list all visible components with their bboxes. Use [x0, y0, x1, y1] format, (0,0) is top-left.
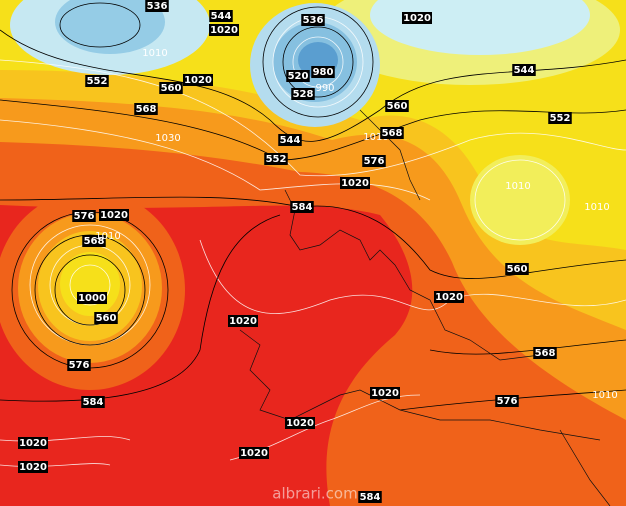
contour-label: 1020 — [371, 388, 399, 399]
contour-label: 1020 — [286, 418, 314, 429]
contour-label: 552 — [266, 154, 287, 165]
contour-label: 990 — [315, 83, 334, 94]
label-box — [134, 103, 158, 115]
label-box — [340, 177, 370, 189]
contour-label: 552 — [87, 76, 108, 87]
contour-label: 1010 — [142, 48, 167, 59]
contour-label: 520 — [288, 71, 309, 82]
contour-label: 1020 — [240, 448, 268, 459]
contour-label: 568 — [535, 348, 556, 359]
contour-label: 1020 — [341, 178, 369, 189]
contour-label: 536 — [303, 15, 324, 26]
label-box — [385, 100, 409, 112]
label-box — [505, 263, 529, 275]
label-box — [512, 64, 536, 76]
label-box — [145, 0, 169, 12]
contour-label: 544 — [211, 11, 232, 22]
label-box — [239, 447, 269, 459]
label-box — [183, 74, 213, 86]
contour-label: 560 — [387, 101, 408, 112]
contour-label: 552 — [550, 113, 571, 124]
contour-label: 1020 — [229, 316, 257, 327]
contour-label: 536 — [147, 1, 168, 12]
label-box — [380, 127, 404, 139]
label-box — [264, 153, 288, 165]
low-nw-core — [55, 0, 165, 54]
contour-label: 560 — [161, 83, 182, 94]
label-box — [94, 312, 118, 324]
label-box — [159, 82, 183, 94]
label-box — [285, 417, 315, 429]
label-box — [286, 70, 310, 82]
label-box — [77, 292, 107, 304]
label-box — [291, 88, 315, 100]
contour-label: 576 — [69, 360, 90, 371]
label-box — [99, 209, 129, 221]
contour-label: 1020 — [19, 462, 47, 473]
contour-label: 1000 — [78, 293, 106, 304]
label-box — [548, 112, 572, 124]
contour-label: 1010 — [95, 231, 120, 242]
contour-label: 1020 — [19, 438, 47, 449]
contour-label: 544 — [280, 135, 301, 146]
contour-label: 1010 — [584, 202, 609, 213]
label-box — [290, 201, 314, 213]
contour-label: 576 — [364, 156, 385, 167]
label-box — [72, 210, 96, 222]
label-box — [67, 359, 91, 371]
label-box — [362, 155, 386, 167]
label-box — [81, 396, 105, 408]
contour-label: 568 — [382, 128, 403, 139]
label-box — [533, 347, 557, 359]
coastlines — [239, 109, 611, 506]
label-box — [209, 24, 239, 36]
contour-label: 560 — [507, 264, 528, 275]
label-box — [85, 75, 109, 87]
label-box — [358, 491, 382, 503]
contour-label: 576 — [497, 396, 518, 407]
label-box — [434, 291, 464, 303]
contour-label: 584 — [292, 202, 313, 213]
contour-label: 584 — [83, 397, 104, 408]
contour-label: 576 — [74, 211, 95, 222]
label-box — [209, 10, 233, 22]
contour-label: 560 — [96, 313, 117, 324]
label-box — [18, 461, 48, 473]
label-box — [228, 315, 258, 327]
contour-label: 1020 — [210, 25, 238, 36]
contour-label: 1020 — [184, 75, 212, 86]
contour-label: 1010 — [592, 390, 617, 401]
contour-label: 584 — [360, 492, 381, 503]
contour-label: 980 — [313, 67, 334, 78]
label-box — [370, 387, 400, 399]
high-core — [470, 155, 570, 245]
contour-label: 1020 — [100, 210, 128, 221]
watermark: albrari.com — [272, 485, 357, 503]
contour-label: 544 — [514, 65, 535, 76]
contour-label: 1020 — [435, 292, 463, 303]
contour-label: 1010 — [363, 132, 388, 143]
contour-label: 1020 — [403, 13, 431, 24]
contour-label: 1010 — [505, 181, 530, 192]
label-box — [18, 437, 48, 449]
contour-label: 568 — [136, 104, 157, 115]
label-box — [301, 14, 325, 26]
contour-label: 528 — [293, 89, 314, 100]
contour-label: 568 — [84, 236, 105, 247]
contour-label: 1030 — [155, 133, 180, 144]
label-box — [402, 12, 432, 24]
label-box — [82, 235, 106, 247]
label-box — [311, 66, 335, 78]
label-box — [495, 395, 519, 407]
label-box — [278, 134, 302, 146]
